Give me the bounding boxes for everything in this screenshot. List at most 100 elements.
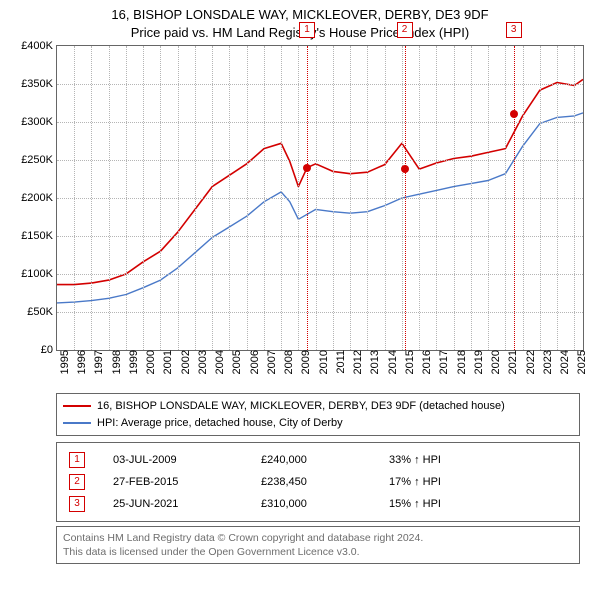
x-gridline (212, 46, 213, 350)
chart-area: £0£50K£100K£150K£200K£250K£300K£350K£400… (10, 45, 590, 385)
event-price-2: £238,450 (257, 471, 385, 493)
y-gridline (57, 122, 583, 123)
x-axis-label: 1996 (76, 350, 88, 374)
y-axis-label: £400K (21, 40, 57, 52)
x-axis-label: 2001 (162, 350, 174, 374)
x-gridline (471, 46, 472, 350)
x-axis-label: 2013 (369, 350, 381, 374)
legend: 16, BISHOP LONSDALE WAY, MICKLEOVER, DER… (56, 393, 580, 436)
event-price-1: £240,000 (257, 449, 385, 471)
x-axis-label: 2004 (214, 350, 226, 374)
x-axis-label: 1995 (59, 350, 71, 374)
x-axis-label: 2012 (352, 350, 364, 374)
x-axis-label: 2018 (456, 350, 468, 374)
y-axis-label: £150K (21, 230, 57, 242)
x-gridline (298, 46, 299, 350)
x-gridline (281, 46, 282, 350)
title-line1: 16, BISHOP LONSDALE WAY, MICKLEOVER, DER… (10, 6, 590, 24)
x-gridline (574, 46, 575, 350)
x-axis-label: 2011 (335, 350, 347, 374)
x-axis-label: 2015 (404, 350, 416, 374)
x-axis-label: 2002 (180, 350, 192, 374)
x-axis-label: 2005 (231, 350, 243, 374)
x-gridline (247, 46, 248, 350)
x-axis-label: 2006 (249, 350, 261, 374)
plot-region: £0£50K£100K£150K£200K£250K£300K£350K£400… (56, 45, 584, 351)
y-gridline (57, 84, 583, 85)
x-gridline (557, 46, 558, 350)
event-marker-dot (401, 165, 409, 173)
x-axis-label: 2024 (559, 350, 571, 374)
x-gridline (143, 46, 144, 350)
event-marker-dot (510, 110, 518, 118)
x-gridline (523, 46, 524, 350)
x-axis-label: 2010 (318, 350, 330, 374)
event-row-2: 2 27-FEB-2015 £238,450 17% ↑ HPI (65, 471, 571, 493)
x-gridline (316, 46, 317, 350)
x-gridline (385, 46, 386, 350)
event-date-3: 25-JUN-2021 (109, 493, 257, 515)
event-price-3: £310,000 (257, 493, 385, 515)
x-gridline (74, 46, 75, 350)
x-gridline (333, 46, 334, 350)
event-marker-badge: 1 (299, 22, 315, 38)
x-axis-label: 2023 (542, 350, 554, 374)
x-axis-label: 2000 (145, 350, 157, 374)
x-gridline (160, 46, 161, 350)
y-axis-label: £100K (21, 268, 57, 280)
x-axis-label: 1999 (128, 350, 140, 374)
attribution-line2: This data is licensed under the Open Gov… (63, 545, 573, 559)
attribution-line1: Contains HM Land Registry data © Crown c… (63, 531, 573, 545)
x-gridline (195, 46, 196, 350)
x-gridline (126, 46, 127, 350)
event-badge-1: 1 (69, 452, 85, 468)
legend-label-property: 16, BISHOP LONSDALE WAY, MICKLEOVER, DER… (97, 398, 505, 415)
x-gridline (540, 46, 541, 350)
y-axis-label: £0 (41, 344, 57, 356)
y-gridline (57, 160, 583, 161)
y-axis-label: £50K (27, 306, 57, 318)
x-axis-label: 2022 (525, 350, 537, 374)
event-marker-badge: 3 (506, 22, 522, 38)
x-gridline (229, 46, 230, 350)
y-axis-label: £350K (21, 78, 57, 90)
attribution: Contains HM Land Registry data © Crown c… (56, 526, 580, 564)
y-gridline (57, 236, 583, 237)
x-axis-label: 2021 (507, 350, 519, 374)
x-axis-label: 2014 (387, 350, 399, 374)
x-axis-label: 2003 (197, 350, 209, 374)
x-gridline (402, 46, 403, 350)
event-date-2: 27-FEB-2015 (109, 471, 257, 493)
x-axis-label: 2016 (421, 350, 433, 374)
x-gridline (350, 46, 351, 350)
y-gridline (57, 274, 583, 275)
event-badge-3: 3 (69, 496, 85, 512)
x-axis-label: 2008 (283, 350, 295, 374)
x-axis-label: 2009 (300, 350, 312, 374)
x-gridline (91, 46, 92, 350)
event-marker-badge: 2 (397, 22, 413, 38)
event-row-1: 1 03-JUL-2009 £240,000 33% ↑ HPI (65, 449, 571, 471)
event-marker-dot (303, 164, 311, 172)
x-axis-label: 2007 (266, 350, 278, 374)
series-line-property (57, 79, 583, 284)
legend-swatch-property (63, 405, 91, 407)
legend-item-hpi: HPI: Average price, detached house, City… (63, 415, 573, 432)
x-gridline (264, 46, 265, 350)
event-delta-3: 15% ↑ HPI (385, 493, 571, 515)
x-gridline (178, 46, 179, 350)
events-table: 1 03-JUL-2009 £240,000 33% ↑ HPI 2 27-FE… (56, 442, 580, 522)
legend-swatch-hpi (63, 422, 91, 424)
legend-label-hpi: HPI: Average price, detached house, City… (97, 415, 343, 432)
x-gridline (419, 46, 420, 350)
x-axis-label: 2017 (438, 350, 450, 374)
x-gridline (109, 46, 110, 350)
x-axis-label: 2020 (490, 350, 502, 374)
event-marker-line (405, 46, 406, 350)
x-axis-label: 2025 (576, 350, 588, 374)
x-gridline (488, 46, 489, 350)
x-axis-label: 1997 (93, 350, 105, 374)
x-gridline (505, 46, 506, 350)
event-marker-line (307, 46, 308, 350)
y-axis-label: £250K (21, 154, 57, 166)
